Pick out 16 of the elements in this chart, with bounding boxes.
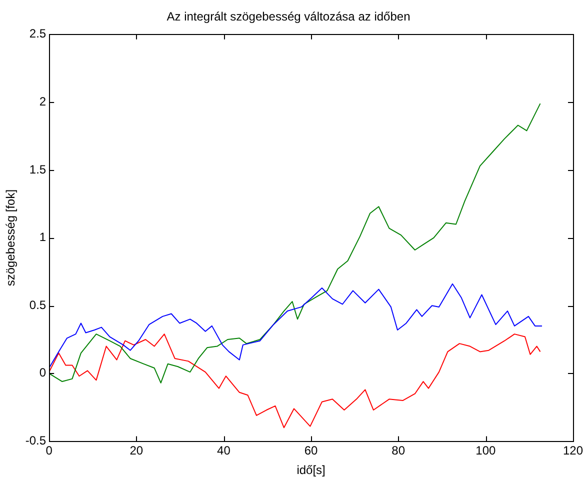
y-tick-label: 1 [39,230,46,244]
x-tick-label: 60 [304,444,318,458]
y-tick-label: 2 [39,94,46,109]
x-tick-label: 120 [562,444,584,458]
x-tick-label: 100 [476,444,496,458]
y-tick-label: 1.5 [29,162,46,176]
x-tick-label: 80 [392,444,406,458]
x-axis-title: idő[s] [296,463,326,478]
y-tick-label: 2.5 [29,26,46,41]
chart-title: Az integrált szögebesség változása az időben [166,10,410,24]
y-tick-label: -0.5 [25,434,46,448]
y-axis-title: szögebesség [fok] [4,189,18,286]
y-tick-label: 0 [39,366,46,380]
y-tick-label: 0.5 [29,298,46,312]
x-tick-label: 40 [217,444,231,458]
x-tick-label: 20 [130,444,144,458]
